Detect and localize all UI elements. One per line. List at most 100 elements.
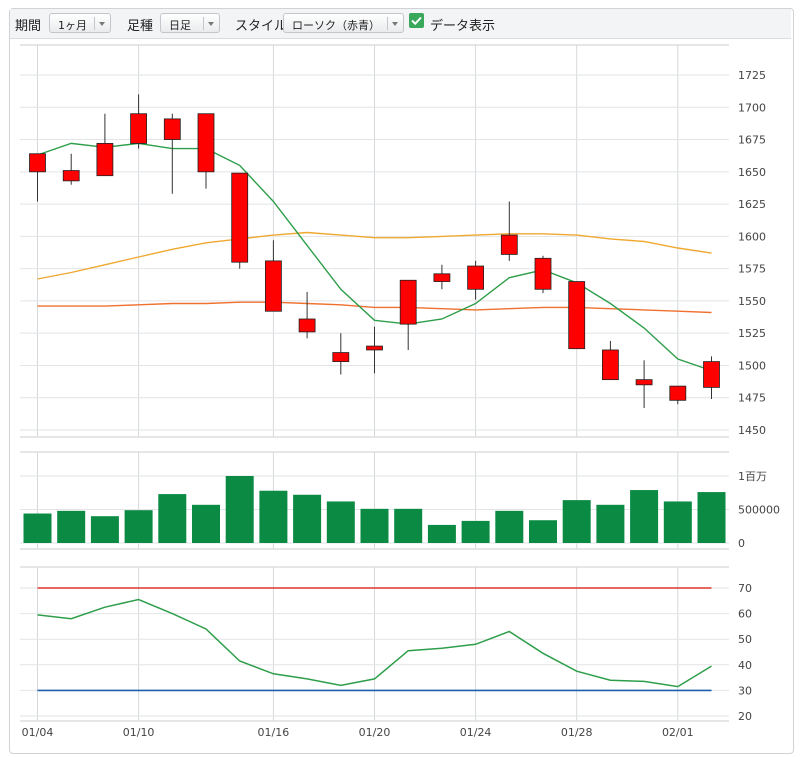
period-label: 期間 [15, 19, 42, 34]
period-select[interactable]: 1ヶ月 [49, 13, 111, 33]
candle-body [669, 385, 687, 401]
volume-tick-label: 500000 [738, 504, 780, 517]
volume-bar [259, 490, 288, 543]
volume-bar [293, 494, 322, 543]
interval-value: 日足 [169, 19, 191, 32]
price-tick-label: 1525 [738, 327, 766, 340]
moving-average-long-line [37, 301, 712, 314]
moving-average-mid-line [37, 231, 712, 280]
select-divider [387, 17, 388, 30]
volume-bar [427, 524, 456, 543]
price-tick-label: 1625 [738, 198, 766, 211]
candle-body [500, 234, 518, 255]
volume-bar [158, 494, 187, 543]
volume-tick-label: 1百万 [738, 470, 767, 483]
volume-bar [326, 501, 355, 543]
candle-body [62, 170, 80, 182]
price-tick-label: 1700 [738, 101, 766, 114]
candle-body [332, 352, 350, 362]
volume-bar [394, 508, 423, 543]
price-tick-label: 1475 [738, 392, 766, 405]
chart-toolbar: 期間 1ヶ月 足種 日足 スタイル ローソク（赤青） データ表示 [10, 9, 791, 39]
chart-grid [20, 44, 729, 722]
candle-body [703, 361, 720, 388]
select-divider [203, 17, 204, 30]
date-tick-label: 01/04 [22, 726, 54, 739]
date-tick-label: 01/24 [460, 726, 492, 739]
candle-body [231, 172, 249, 263]
candle-body [534, 257, 552, 290]
chevron-down-icon [99, 22, 105, 26]
candle-body [29, 153, 46, 173]
chevron-down-icon [208, 22, 214, 26]
price-tick-label: 1675 [738, 134, 766, 147]
date-tick-label: 01/16 [258, 726, 290, 739]
candle-body [602, 349, 619, 381]
date-tick-label: 01/10 [123, 726, 155, 739]
candle-body [635, 379, 653, 386]
oscillator-tick-label: 40 [738, 659, 752, 672]
volume-bar [192, 504, 220, 543]
volume-bar [461, 520, 490, 543]
axis-labels: 1725 1700 1675 1650 1625 1600 1575 1550 1525 1500… [22, 69, 780, 739]
volume-bar [495, 510, 524, 543]
volume-bar [697, 492, 726, 543]
candle-body [96, 143, 114, 177]
candle-body [366, 345, 383, 351]
show-data-checkbox[interactable] [409, 13, 424, 28]
checkmark-icon [411, 16, 422, 26]
price-tick-label: 1500 [738, 359, 766, 372]
chevron-down-icon [392, 22, 398, 26]
style-value: ローソク（赤青） [292, 19, 380, 32]
price-tick-label: 1650 [738, 166, 766, 179]
select-divider [94, 17, 95, 30]
oscillator-tick-label: 50 [738, 633, 752, 646]
oscillator-tick-label: 30 [738, 684, 752, 697]
price-tick-label: 1575 [738, 263, 766, 276]
volume-bar [663, 501, 692, 543]
candle-body [197, 113, 215, 173]
volume-bar [360, 508, 389, 543]
price-tick-label: 1725 [738, 69, 766, 82]
volume-bar [562, 500, 591, 543]
volume-bar [529, 520, 557, 543]
show-data-label[interactable]: データ表示 [430, 19, 496, 34]
price-tick-label: 1450 [738, 424, 766, 437]
candle-body [264, 260, 282, 312]
period-value: 1ヶ月 [58, 19, 87, 32]
oscillator-tick-label: 70 [738, 582, 752, 595]
volume-bar [23, 513, 52, 543]
volume-bar [596, 504, 625, 543]
candle-body [568, 281, 586, 350]
candle-body [399, 279, 417, 325]
candle-body [433, 273, 451, 282]
interval-select[interactable]: 日足 [160, 13, 220, 33]
moving-average-short-line [37, 142, 712, 372]
date-tick-label: 01/28 [561, 726, 593, 739]
date-tick-label: 01/20 [359, 726, 391, 739]
volume-bar [225, 476, 254, 543]
date-tick-label: 02/01 [662, 726, 694, 739]
candle-body [163, 118, 181, 140]
moving-average-lines [37, 142, 712, 372]
oscillator-tick-label: 60 [738, 608, 752, 621]
candle-body [467, 265, 485, 290]
style-label: スタイル [235, 19, 288, 34]
volume-bar [90, 516, 119, 543]
price-tick-label: 1550 [738, 295, 766, 308]
volume-bars [23, 476, 726, 543]
candle-body [130, 113, 148, 144]
oscillator-tick-label: 20 [738, 710, 752, 723]
oscillator-line [37, 598, 712, 688]
style-select[interactable]: ローソク（赤青） [283, 13, 404, 33]
interval-label: 足種 [127, 19, 154, 34]
volume-bar [124, 510, 153, 543]
volume-bar [57, 510, 86, 543]
volume-tick-label: 0 [738, 537, 745, 550]
oscillator-lines [37, 587, 712, 692]
volume-bar [630, 490, 659, 543]
candle-body [298, 318, 316, 333]
price-tick-label: 1600 [738, 230, 766, 243]
price-candles [29, 94, 720, 409]
